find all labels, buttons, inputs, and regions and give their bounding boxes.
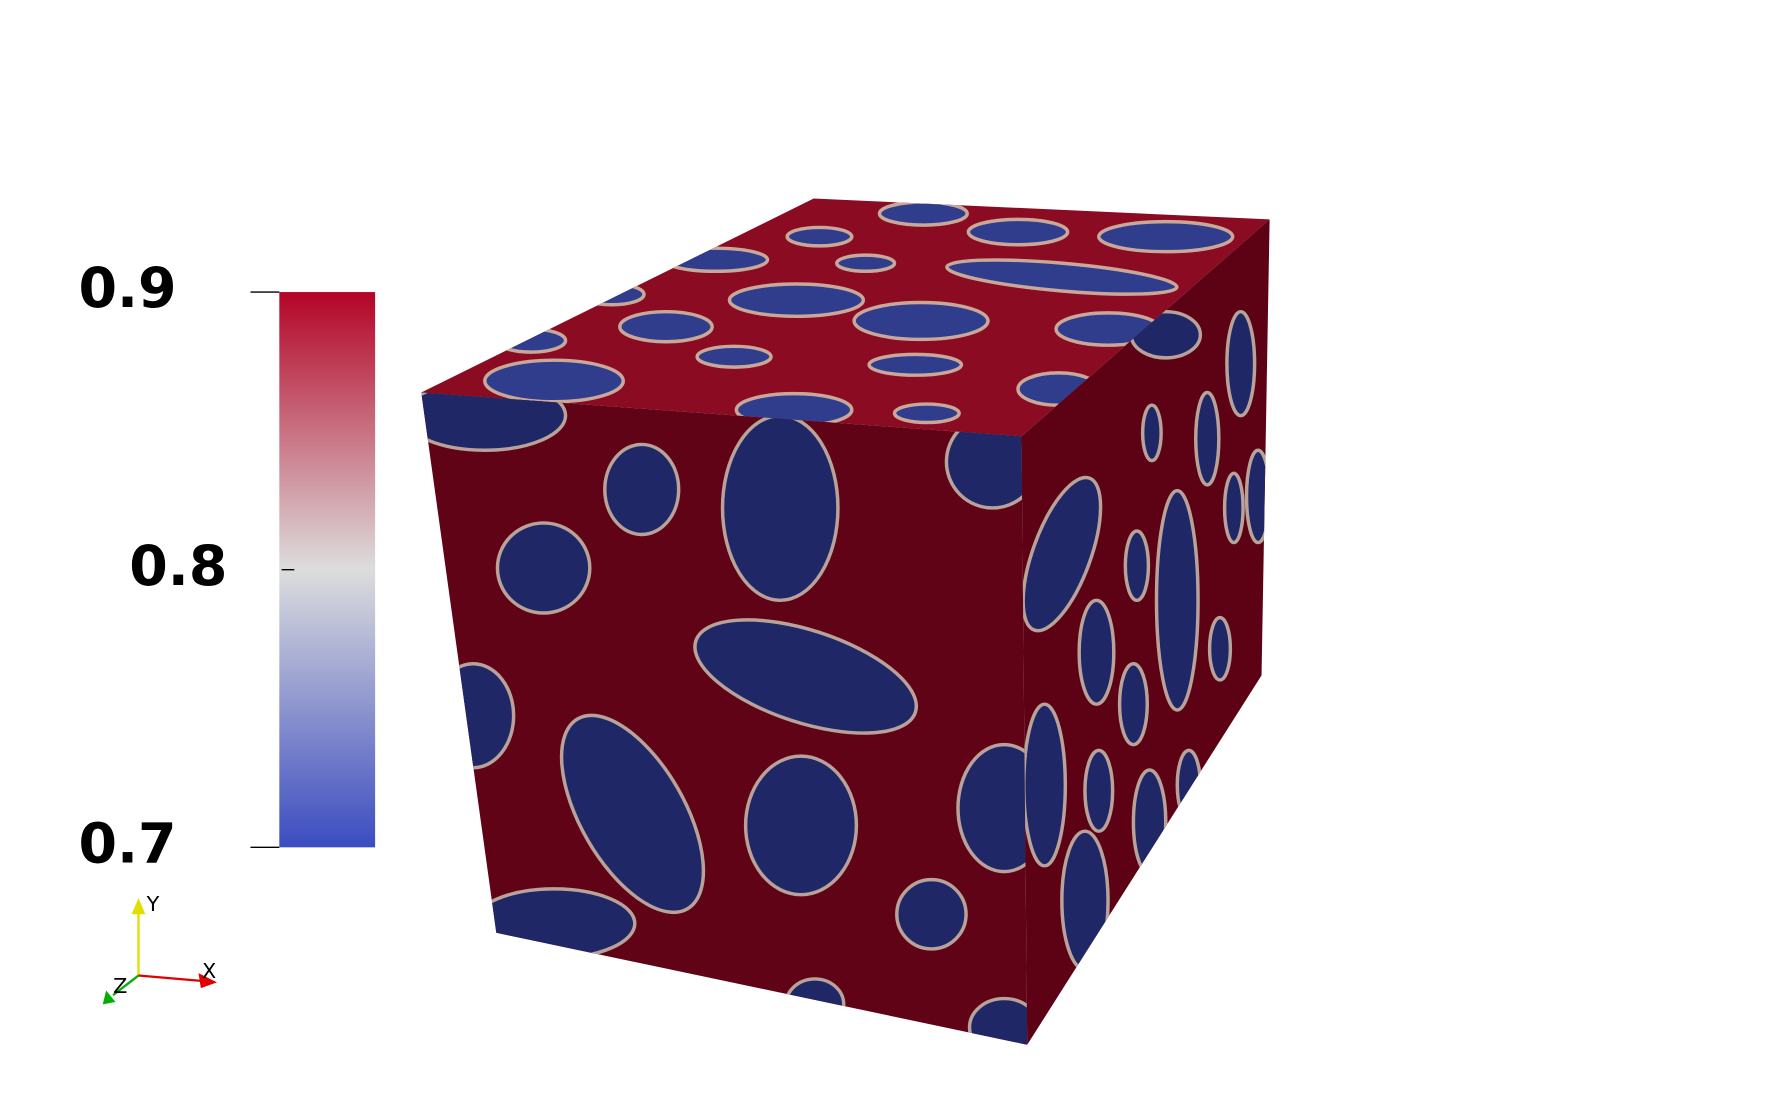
volume <box>421 198 1270 1045</box>
tick-label: 0.7 <box>78 812 176 876</box>
orientation-axes: Y X Z <box>102 892 217 1005</box>
x-axis <box>138 974 206 983</box>
front-blobs <box>421 392 1028 1045</box>
z-arrow <box>102 990 116 1005</box>
colorbar: 0.7 0.8 0.9 <box>78 257 376 876</box>
tick-label: 0.8 <box>129 535 227 599</box>
y-arrow <box>131 898 146 915</box>
x-arrow <box>198 973 217 989</box>
top-blobs <box>483 200 1235 428</box>
colorbar-ramp <box>279 292 376 848</box>
z-axis <box>112 974 140 997</box>
tick-label: 0.9 <box>78 257 176 321</box>
y-label: Y <box>146 892 160 916</box>
z-label: Z <box>113 974 127 998</box>
x-label: X <box>202 959 216 983</box>
